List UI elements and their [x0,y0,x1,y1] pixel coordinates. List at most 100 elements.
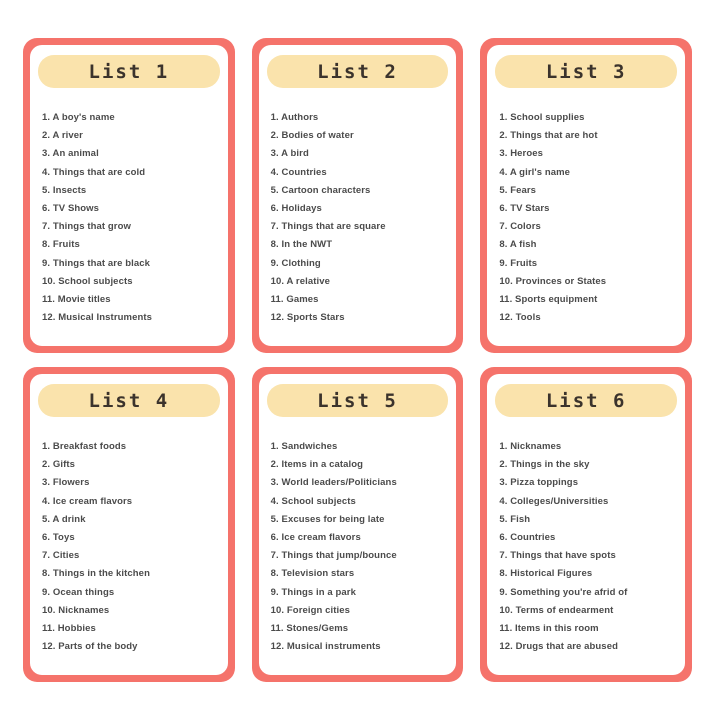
list-item: 3. Pizza toppings [499,477,579,489]
list-title-pill: List 3 [495,55,677,88]
list-title-pill: List 4 [38,384,220,417]
list-item: 2. A river [42,130,83,142]
list-item: 9. Things in a park [270,586,356,598]
list-item: 11. Stones/Gems [270,623,349,635]
list-item: 5. Cartoon characters [270,184,371,196]
list-item: 2. Items in a catalog [270,459,364,471]
list-item: 7. Things that are square [270,221,386,233]
card-items: 1. Breakfast foods 2. Gifts 3. Flowers 4. I… [38,438,220,656]
list-item: 9. Clothing [270,257,321,269]
list-title-pill: List 1 [38,55,220,88]
list-item: 3. A bird [270,148,309,160]
list-item: 3. An animal [42,148,99,160]
card-items: 1. School supplies 2. Things that are hot… [495,109,677,327]
list-item: 1. School supplies [499,112,585,123]
list-item: 12. Sports Stars [270,312,345,324]
list-item: 12. Musical instruments [270,641,381,653]
list-item: 1. A boy's name [42,112,115,123]
list-item: 6. Holidays [270,203,322,215]
list-title-pill: List 6 [495,384,677,417]
card-list-4: List 4 1. Breakfast foods 2. Gifts 3. Flow… [23,367,235,682]
card-title: List 3 [545,60,627,83]
list-item: 11. Sports equipment [499,294,598,306]
list-item: 6. Countries [499,532,556,544]
list-item: 8. A fish [499,239,537,251]
card-title: List 6 [545,389,627,412]
card-inner: List 1 1. A boy's name 2. A river 3. An an… [30,45,228,346]
card-inner: List 4 1. Breakfast foods 2. Gifts 3. Flow… [30,374,228,675]
list-item: 5. Fish [499,513,531,525]
list-item: 12. Tools [499,312,541,324]
cards-grid: List 1 1. A boy's name 2. A river 3. An an… [23,38,692,682]
list-title-pill: List 2 [266,55,449,88]
card-list-1: List 1 1. A boy's name 2. A river 3. An an… [23,38,235,353]
card-items: 1. Authors 2. Bodies of water 3. A bird 4. … [267,109,449,327]
list-item: 4. Colleges/Universities [499,495,609,507]
list-item: 9. Things that are black [42,257,150,269]
list-item: 10. A relative [270,275,330,287]
list-item: 1. Sandwiches [270,441,338,452]
list-item: 9. Something you're afrid of [499,586,628,598]
card-list-2: List 2 1. Authors 2. Bodies of water 3. A … [251,38,464,353]
card-items: 1. Sandwiches 2. Items in a catalog 3. Wor… [267,438,449,656]
list-item: 6. Toys [42,532,75,544]
card-inner: List 5 1. Sandwiches 2. Items in a catalo… [258,374,457,675]
card-title: List 1 [88,60,170,83]
list-item: 5. A drink [42,513,86,525]
list-item: 12. Musical Instruments [42,312,153,324]
list-item: 4. A girl's name [499,166,571,178]
list-item: 10. School subjects [42,275,133,287]
card-inner: List 2 1. Authors 2. Bodies of water 3. A … [258,45,457,346]
list-item: 10. Foreign cities [270,604,351,616]
list-item: 7. Things that jump/bounce [270,550,397,562]
list-item: 8. Historical Figures [499,568,593,580]
list-item: 6. TV Stars [499,203,550,215]
card-inner: List 3 1. School supplies 2. Things that … [487,45,685,346]
list-item: 5. Insects [42,184,87,196]
card-inner: List 6 1. Nicknames 2. Things in the sky 3… [487,374,685,675]
list-item: 8. Fruits [42,239,80,251]
list-item: 4. Ice cream flavors [42,495,133,507]
card-list-3: List 3 1. School supplies 2. Things that … [480,38,692,353]
list-item: 11. Hobbies [42,623,96,635]
card-title: List 2 [317,60,398,83]
list-item: 2. Bodies of water [270,130,354,142]
list-title-pill: List 5 [266,384,449,417]
list-item: 6. Ice cream flavors [270,532,361,544]
list-item: 4. Countries [270,166,327,178]
card-list-5: List 5 1. Sandwiches 2. Items in a catalo… [251,367,464,682]
list-item: 3. Flowers [42,477,90,489]
list-item: 1. Authors [270,112,319,123]
list-item: 10. Provinces or States [499,275,607,287]
list-item: 7. Colors [499,221,541,233]
list-item: 1. Breakfast foods [42,441,127,452]
list-item: 3. Heroes [499,148,544,160]
list-item: 11. Games [270,294,319,306]
list-item: 3. World leaders/Politicians [270,477,397,489]
list-item: 11. Movie titles [42,294,111,306]
list-item: 9. Ocean things [42,586,115,598]
list-item: 4. Things that are cold [42,166,146,178]
list-item: 8. In the NWT [270,239,333,251]
list-item: 8. Things in the kitchen [42,568,150,580]
list-item: 4. School subjects [270,495,356,507]
list-item: 5. Fears [499,184,537,196]
list-item: 11. Items in this room [499,623,599,635]
list-item: 5. Excuses for being late [270,513,385,525]
card-title: List 5 [317,389,398,412]
list-item: 2. Things that are hot [499,130,598,142]
list-item: 1. Nicknames [499,441,562,452]
list-item: 12. Parts of the body [42,641,138,653]
list-item: 8. Television stars [270,568,355,580]
list-item: 10. Nicknames [42,604,110,616]
list-item: 2. Things in the sky [499,459,590,471]
list-item: 2. Gifts [42,459,76,471]
card-items: 1. Nicknames 2. Things in the sky 3. Pizza… [495,438,677,656]
list-item: 12. Drugs that are abused [499,641,618,653]
list-item: 7. Things that grow [42,221,131,233]
list-item: 7. Cities [42,550,80,562]
list-item: 7. Things that have spots [499,550,616,562]
list-item: 6. TV Shows [42,203,100,215]
list-item: 10. Terms of endearment [499,604,614,616]
